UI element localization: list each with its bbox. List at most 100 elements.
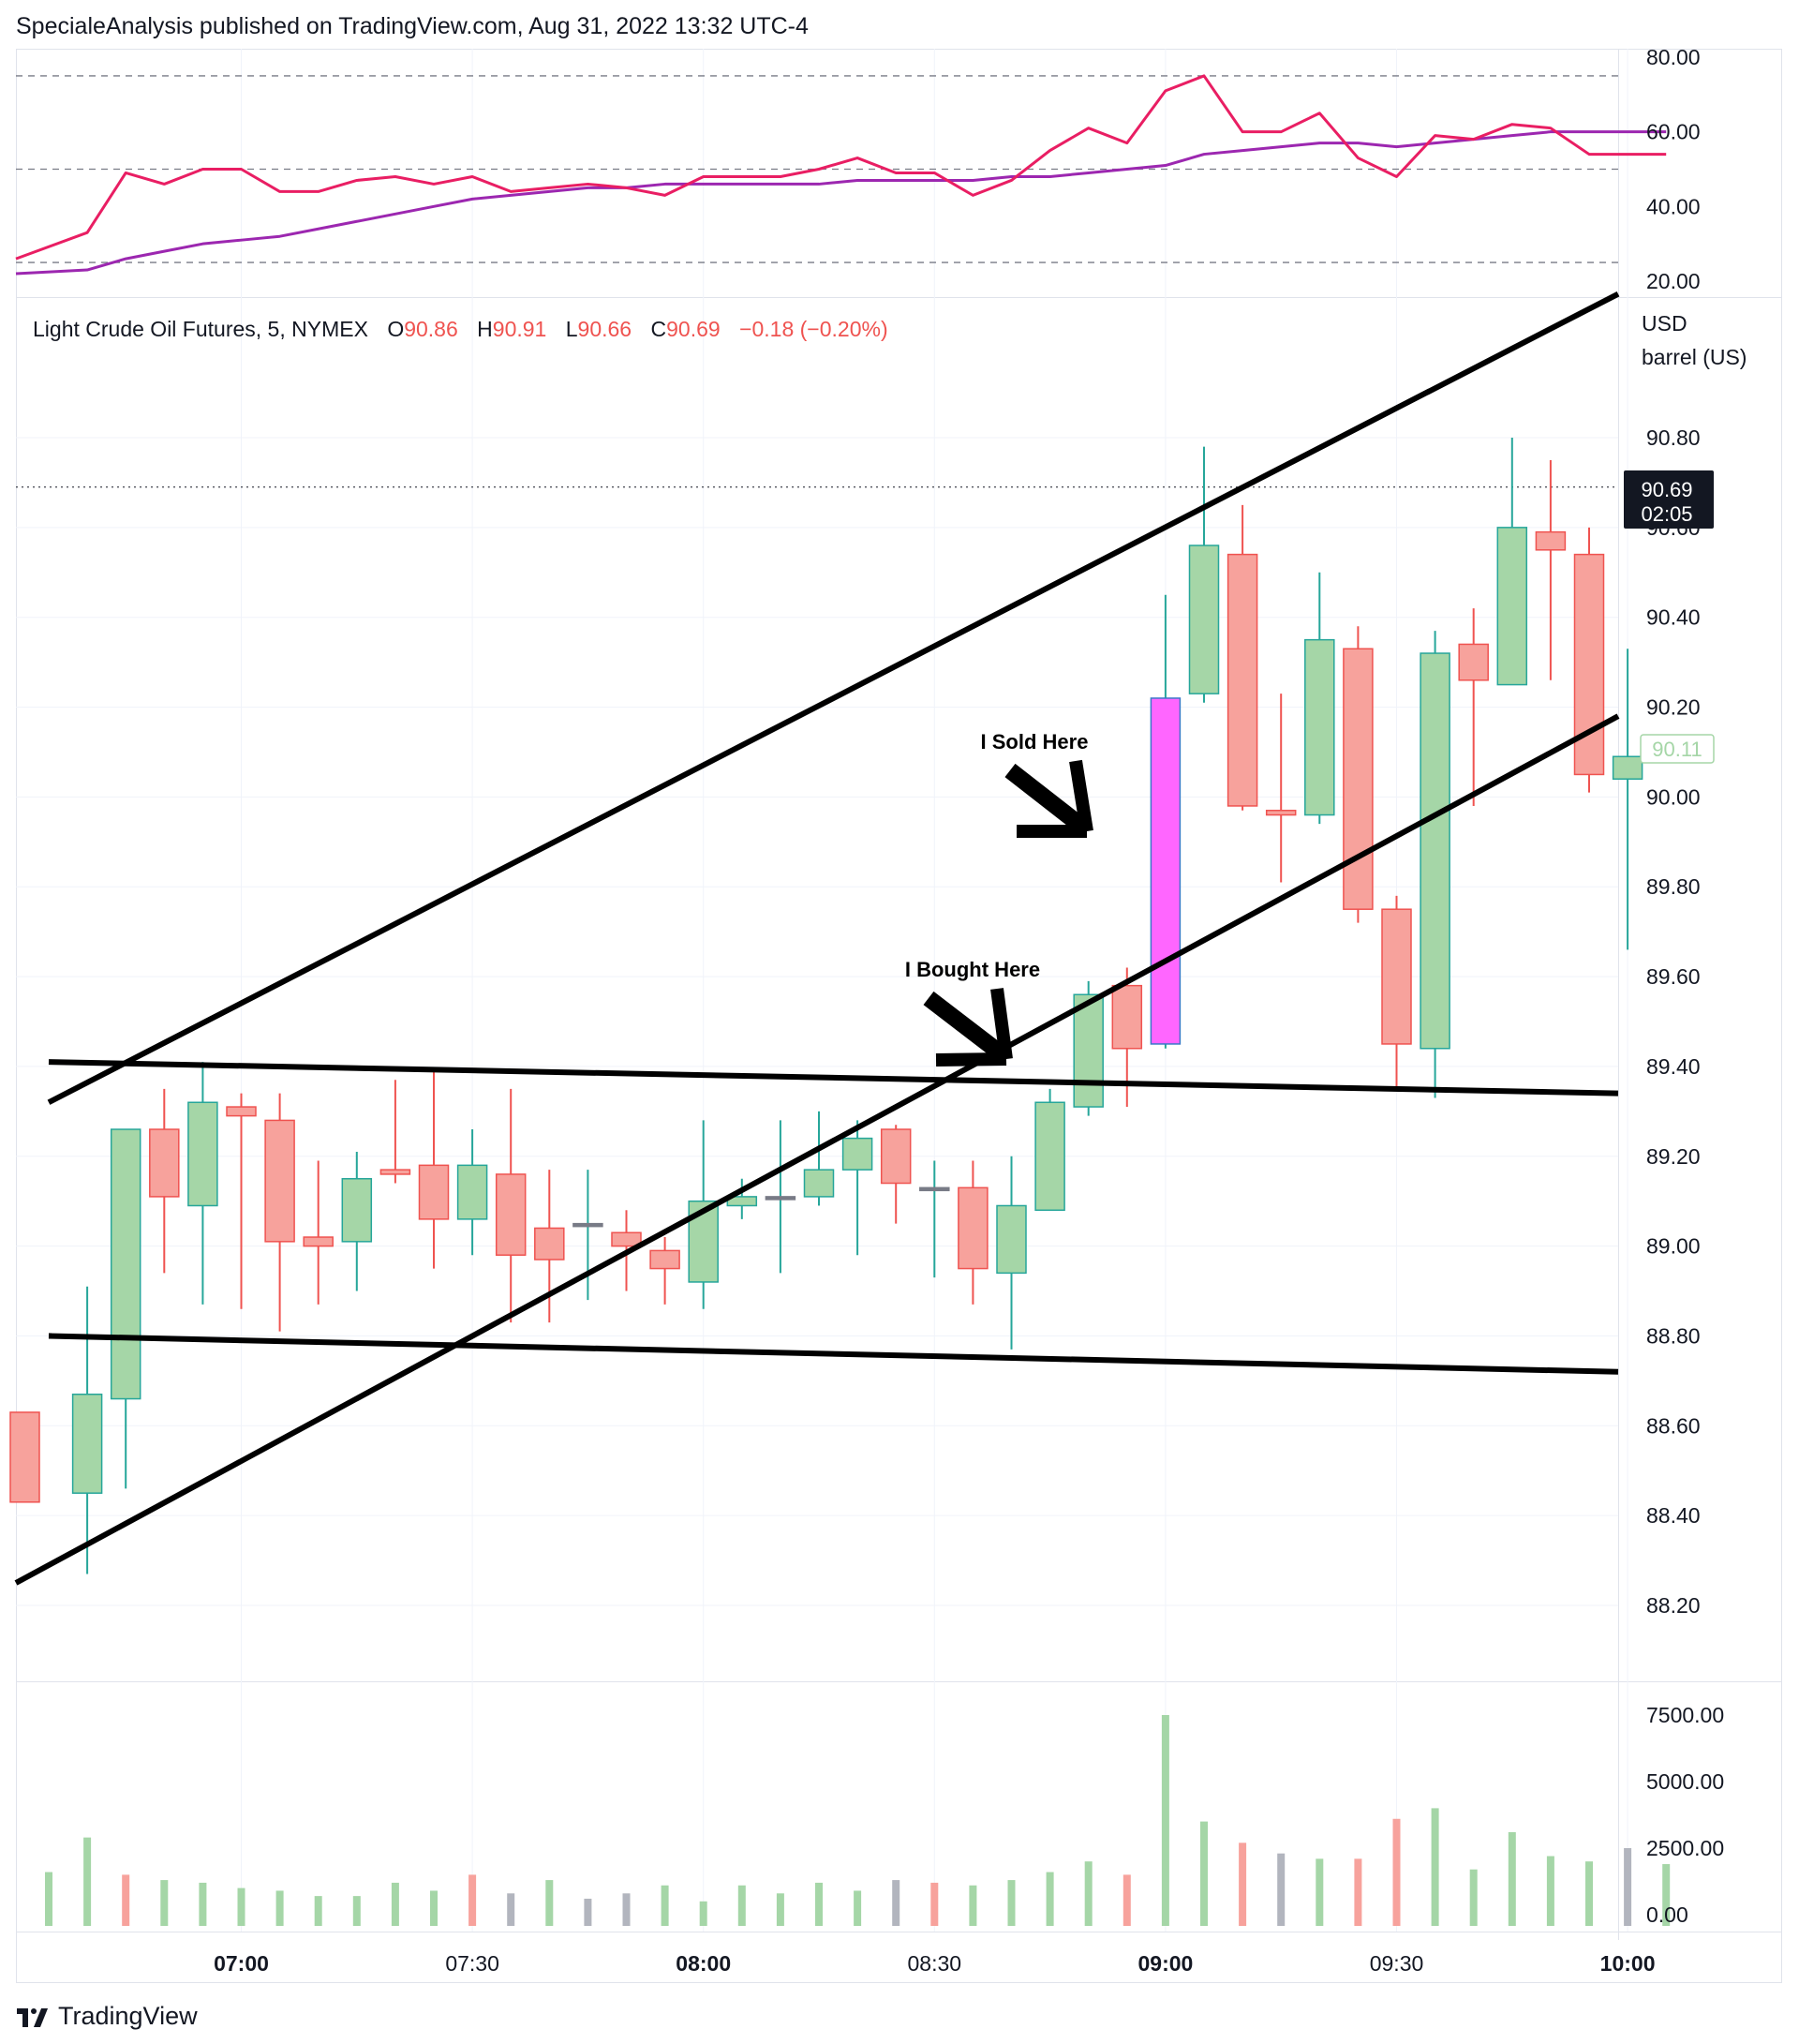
volume-tick-label: 2500.00 — [1646, 1836, 1724, 1860]
candle-body — [958, 1186, 989, 1270]
candle-body — [1073, 993, 1104, 1108]
candle-body — [495, 1173, 527, 1256]
volume-bar — [45, 1872, 52, 1926]
volume-bar — [314, 1896, 322, 1926]
candle-body — [765, 1196, 796, 1201]
time-tick-label: 07:30 — [445, 1951, 499, 1976]
price-tick-label: 90.80 — [1646, 425, 1701, 450]
candle-body — [9, 1411, 40, 1503]
time-tick-label: 08:00 — [676, 1951, 731, 1976]
price-tick-label: 90.40 — [1646, 605, 1701, 630]
time-tick-label: 07:00 — [214, 1951, 269, 1976]
volume-bar — [545, 1880, 554, 1926]
rsi-series-line — [15, 74, 1667, 261]
rsi-tick-label: 80.00 — [1646, 45, 1701, 69]
last-price-label: 90.69 — [1641, 478, 1692, 501]
price-unit-measure: barrel (US) — [1642, 345, 1747, 369]
time-tick-label: 10:00 — [1600, 1951, 1656, 1976]
price-tick-label: 88.60 — [1646, 1413, 1701, 1438]
volume-bar — [1046, 1872, 1054, 1926]
volume-bar — [1007, 1880, 1016, 1926]
candle-body — [1573, 553, 1605, 776]
annotation-bought-text[interactable]: I Bought Here — [905, 958, 1040, 981]
chart-frame — [16, 49, 1782, 1983]
annotation-bought-arrow[interactable] — [923, 988, 1013, 1067]
volume-bar — [1123, 1874, 1131, 1926]
candle-body — [803, 1169, 835, 1198]
rsi-tick-label: 20.00 — [1646, 269, 1701, 293]
volume-bar — [1277, 1853, 1286, 1926]
last-price-label-bg — [1624, 470, 1714, 529]
volume-bar — [1508, 1831, 1516, 1926]
trend-lines[interactable] — [14, 291, 1620, 1586]
tradingview-logo[interactable]: TradingView — [17, 2002, 198, 2031]
legend-l-value: 90.66 — [578, 317, 632, 341]
candle-body — [418, 1164, 450, 1220]
candle-body — [110, 1128, 141, 1400]
price-pane[interactable] — [9, 438, 1673, 1574]
volume-bar — [1392, 1818, 1401, 1926]
legend-l-label: L — [566, 317, 578, 341]
legend-c-label: C — [650, 317, 666, 341]
rsi-pane — [15, 74, 1667, 276]
volume-bar — [584, 1898, 592, 1926]
candle-body — [1612, 755, 1643, 780]
legend-change: −0.18 (−0.20%) — [739, 317, 888, 341]
annotation-sold-text[interactable]: I Sold Here — [981, 730, 1089, 753]
candle-body — [1420, 652, 1450, 1050]
candle-body — [919, 1186, 950, 1192]
volume-bar — [1239, 1843, 1247, 1926]
volume-bar — [969, 1885, 977, 1926]
rsi-tick-label: 40.00 — [1646, 194, 1701, 218]
volume-bar — [83, 1837, 92, 1926]
candle-body — [1343, 648, 1374, 910]
price-tick-label: 90.20 — [1646, 695, 1701, 720]
rsi-series-line — [15, 130, 1667, 276]
candle-body — [1150, 697, 1182, 1045]
price-unit-currency: USD — [1642, 311, 1687, 336]
candle-body — [379, 1169, 411, 1175]
legend-title: Light Crude Oil Futures, 5, NYMEX — [33, 317, 368, 341]
price-tick-label: 90.00 — [1646, 784, 1701, 809]
volume-bar — [1469, 1869, 1478, 1926]
price-tick-label: 88.20 — [1646, 1593, 1701, 1618]
tradingview-logo-icon — [17, 2007, 51, 2027]
volume-bar — [1624, 1848, 1632, 1926]
candle-body — [1034, 1101, 1065, 1212]
volume-bar — [275, 1890, 284, 1926]
volume-bar — [699, 1901, 707, 1926]
volume-bar — [160, 1880, 169, 1926]
candle-body — [1188, 545, 1220, 694]
axes: 07:00 07:30 08:00 08:30 09:00 09:30 10:00 90.80… — [214, 45, 1724, 1976]
price-tick-label: 89.00 — [1646, 1234, 1701, 1259]
volume-bar — [892, 1880, 900, 1926]
publish-header: SpecialeAnalysis published on TradingVie… — [16, 13, 809, 39]
candle-body — [996, 1204, 1027, 1275]
trend-line — [47, 291, 1620, 1105]
candle-body — [572, 1222, 603, 1228]
annotation-sold-arrow[interactable] — [1004, 759, 1093, 838]
volume-bar — [1662, 1864, 1671, 1926]
volume-bar — [1316, 1858, 1324, 1926]
candle-body — [303, 1236, 334, 1247]
volume-bar — [1354, 1858, 1362, 1926]
candle-body — [841, 1137, 873, 1171]
countdown-label: 02:05 — [1641, 502, 1692, 526]
candle-body — [1381, 908, 1412, 1045]
volume-bar — [468, 1874, 477, 1926]
candle-body — [611, 1231, 642, 1247]
candle-body — [1458, 643, 1489, 681]
legend-o-label: O — [387, 317, 404, 341]
time-tick-label: 09:00 — [1137, 1951, 1193, 1976]
candle-body — [1304, 638, 1335, 816]
price-tick-label: 89.60 — [1646, 964, 1701, 989]
rsi-tick-label: 60.00 — [1646, 120, 1701, 144]
candle-body — [1535, 530, 1567, 551]
volume-bar — [1200, 1821, 1208, 1926]
volume-bar — [1585, 1861, 1593, 1926]
time-tick-label: 08:30 — [908, 1951, 962, 1976]
legend-line: Light Crude Oil Futures, 5, NYMEX O90.86… — [33, 317, 888, 341]
candle-body — [1227, 553, 1258, 807]
trend-line — [14, 713, 1620, 1586]
